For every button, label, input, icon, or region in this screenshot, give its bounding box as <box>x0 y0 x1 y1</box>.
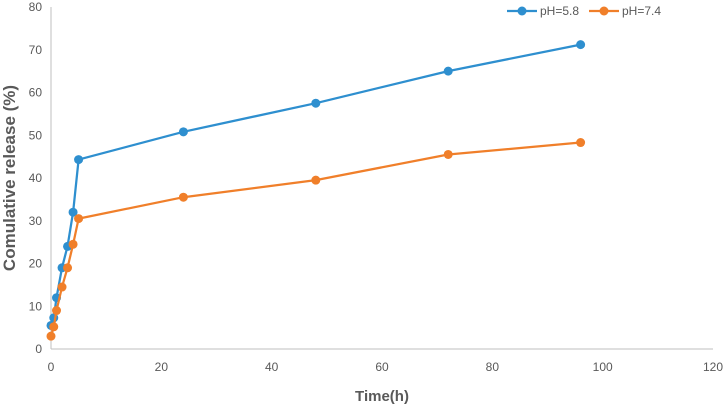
legend-marker <box>599 6 609 16</box>
data-point <box>311 175 321 185</box>
y-tick-label: 60 <box>29 86 43 100</box>
x-axis-title: Time(h) <box>355 388 409 405</box>
y-tick-label: 50 <box>29 128 43 142</box>
y-tick-label: 30 <box>29 214 43 228</box>
data-point <box>52 306 62 316</box>
legend-label: pH=7.4 <box>622 4 661 18</box>
data-point <box>576 40 586 50</box>
data-point <box>443 149 453 159</box>
data-point <box>178 127 188 137</box>
y-tick-labels: 0 10 20 30 40 50 60 70 80 <box>29 0 43 356</box>
y-tick-label: 20 <box>29 257 43 271</box>
data-point <box>311 98 321 108</box>
series-layer <box>46 40 586 341</box>
x-tick-label: 60 <box>375 360 389 374</box>
data-point <box>576 138 586 148</box>
y-axis-title: Comulative release (%) <box>0 85 19 271</box>
series-line <box>49 141 581 337</box>
series-1 <box>46 40 586 330</box>
legend-marker <box>517 6 527 16</box>
data-point <box>68 239 78 249</box>
series-line <box>49 43 581 326</box>
x-tick-label: 120 <box>703 360 723 374</box>
legend-item: pH=7.4 <box>589 4 661 18</box>
legend-item: pH=5.8 <box>507 4 579 18</box>
legend-label: pH=5.8 <box>540 4 579 18</box>
y-tick-label: 70 <box>29 43 43 57</box>
data-point <box>74 214 84 224</box>
x-tick-label: 0 <box>48 360 55 374</box>
x-tick-label: 20 <box>155 360 169 374</box>
y-tick-label: 40 <box>29 171 43 185</box>
axes <box>50 7 713 350</box>
data-point <box>74 155 84 165</box>
x-tick-labels: 0 20 40 60 80 100 120 <box>48 360 724 374</box>
data-point <box>49 322 59 332</box>
x-tick-label: 40 <box>265 360 279 374</box>
x-tick-label: 100 <box>593 360 613 374</box>
data-point <box>46 331 56 341</box>
data-point <box>68 207 78 217</box>
y-tick-label: 10 <box>29 299 43 313</box>
x-tick-label: 80 <box>486 360 500 374</box>
data-point <box>443 66 453 76</box>
legend: pH=5.8 pH=7.4 <box>507 4 661 18</box>
y-tick-label: 80 <box>29 0 43 14</box>
data-point <box>57 282 67 292</box>
data-point <box>178 192 188 202</box>
data-point <box>63 263 73 273</box>
y-tick-label: 0 <box>35 342 42 356</box>
series-2 <box>46 138 586 341</box>
